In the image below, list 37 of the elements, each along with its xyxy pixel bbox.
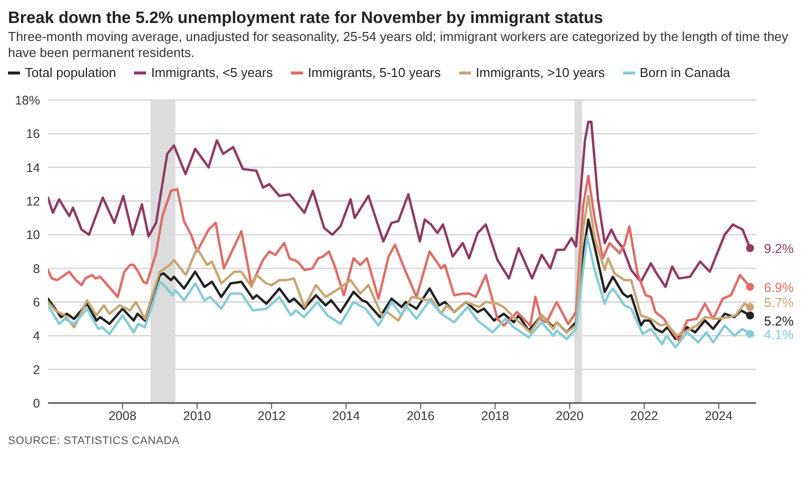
x-tick-label: 2014 <box>332 408 360 423</box>
y-tick-label: 2 <box>33 362 40 377</box>
x-tick-label: 2010 <box>183 408 211 423</box>
y-tick-label: 4 <box>33 329 40 344</box>
data-label: 5.7% <box>764 295 794 310</box>
y-tick-label: 18% <box>14 93 40 108</box>
y-tick-label: 12 <box>26 194 40 208</box>
legend-label: Total population <box>25 65 116 80</box>
x-tick-label: 2020 <box>556 408 584 423</box>
y-tick-label: 16 <box>26 127 40 142</box>
x-tick-label: 2008 <box>108 408 136 423</box>
x-tick-label: 2018 <box>481 408 510 423</box>
chart-subtitle: Three-month moving average, unadjusted for seasonality, 25-54 years old; immigrant workers are categorized by the length of time they have been permanent residents. <box>8 29 790 61</box>
y-tick-label: 10 <box>26 228 40 242</box>
y-tick-label: 14 <box>26 160 40 175</box>
source-note: SOURCE: STATISTICS CANADA <box>8 435 181 447</box>
y-tick-label: 6 <box>33 295 40 310</box>
data-label: 5.2% <box>764 313 794 328</box>
legend-label: Immigrants, 5-10 years <box>308 65 441 80</box>
y-tick-label: 0 <box>33 396 40 410</box>
x-tick-label: 2024 <box>704 408 733 423</box>
point <box>746 311 754 320</box>
x-tick-label: 2016 <box>406 408 435 423</box>
x-tick-label: 2022 <box>630 408 658 423</box>
point <box>746 330 754 338</box>
legend-label: Immigrants, >10 years <box>476 65 605 80</box>
data-label: 6.9% <box>764 280 794 295</box>
point <box>746 282 754 291</box>
chart-title: Break down the 5.2% unemployment rate for November by immigrant status <box>8 8 604 28</box>
x-tick-label: 2012 <box>258 408 286 423</box>
legend-label: Immigrants, <5 years <box>151 65 273 80</box>
legend-label: Born in Canada <box>640 65 730 80</box>
data-label: 4.1% <box>764 326 794 342</box>
y-tick-label: 8 <box>33 262 40 276</box>
data-label: 9.2% <box>764 241 794 256</box>
point <box>746 303 754 312</box>
point <box>746 244 754 252</box>
